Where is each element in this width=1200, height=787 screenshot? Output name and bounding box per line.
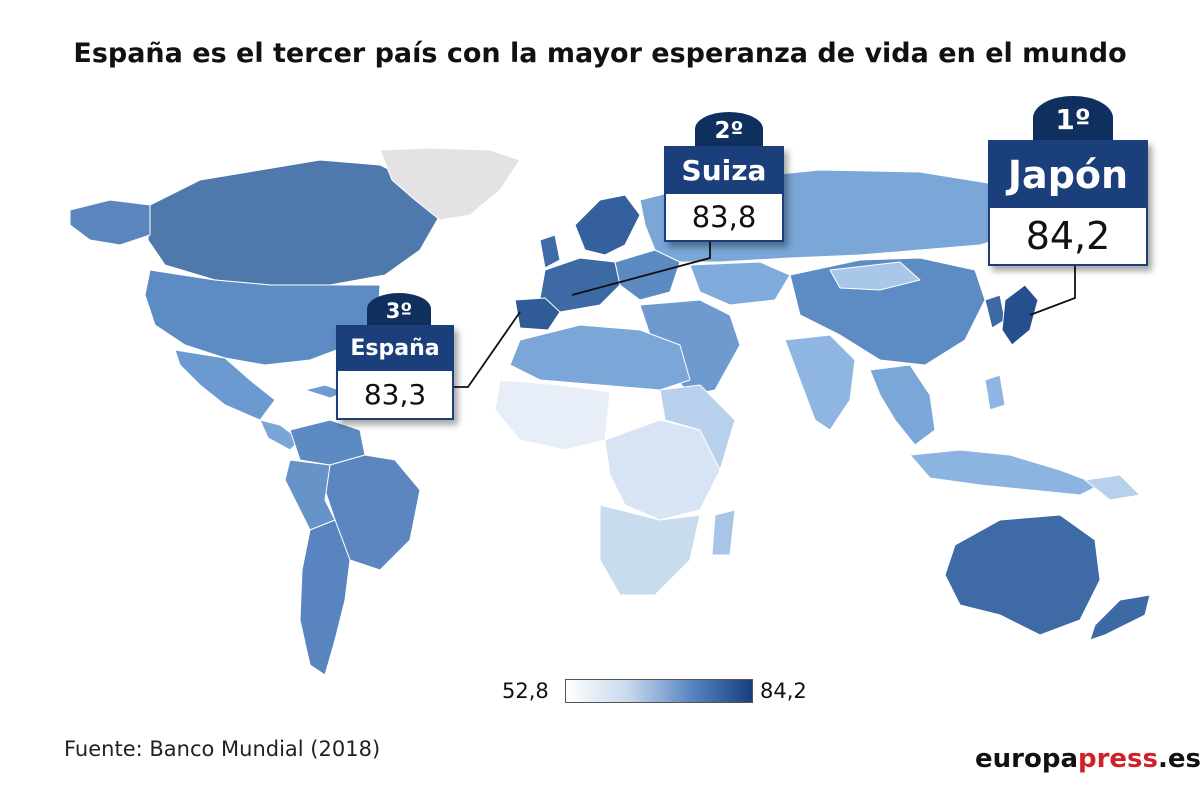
- region-papua: [1084, 474, 1141, 501]
- brand-part-1: europa: [975, 744, 1078, 774]
- callout-espana-value: 83,3: [363, 378, 427, 411]
- callout-japan-value: 84,2: [1025, 214, 1111, 258]
- region-scandinavia: [574, 194, 641, 256]
- region-west-africa: [494, 379, 611, 451]
- region-usa: [144, 269, 381, 366]
- region-kazakhstan: [689, 261, 791, 306]
- region-north-africa: [509, 324, 691, 391]
- region-argentina-chile: [299, 519, 351, 676]
- brand-part-3: .es: [1158, 744, 1200, 774]
- leader-line-japan: [1029, 262, 1076, 316]
- region-central-africa: [604, 419, 721, 521]
- legend-color-scale: [565, 679, 753, 703]
- rank-badge-japan: 1º: [1033, 96, 1113, 140]
- callout-suiza-name: Suiza: [666, 148, 782, 194]
- region-new-zealand: [1089, 594, 1151, 641]
- region-mongolia: [829, 261, 921, 291]
- region-canada: [147, 159, 441, 286]
- brand-part-2: press: [1077, 744, 1159, 774]
- rank-badge-espana: 3º: [367, 293, 431, 325]
- legend-max-label: 84,2: [760, 679, 807, 703]
- callout-japan-name: Japón: [990, 142, 1146, 208]
- rank-badge-suiza: 2º: [695, 112, 763, 146]
- region-indonesia: [909, 449, 1101, 496]
- callout-suiza: Suiza 83,8: [664, 146, 784, 242]
- region-japan: [1001, 284, 1039, 346]
- callout-espana-name: España: [338, 327, 452, 371]
- region-east-africa: [659, 384, 736, 471]
- region-australia: [944, 514, 1101, 636]
- legend-min-label: 52,8: [502, 679, 549, 703]
- callout-japan: Japón 84,2: [988, 140, 1148, 266]
- callout-suiza-value: 83,8: [691, 200, 757, 234]
- brand-logo: europapress.es: [975, 744, 1200, 774]
- source-note: Fuente: Banco Mundial (2018): [64, 737, 381, 761]
- region-alaska: [69, 199, 151, 246]
- region-india: [784, 334, 856, 431]
- map-title: España es el tercer país con la mayor es…: [73, 38, 1127, 69]
- leader-line-espana: [451, 311, 521, 388]
- leader-line-suiza: [571, 238, 711, 296]
- region-southeast-asia: [869, 364, 936, 446]
- region-southern-africa: [599, 504, 701, 596]
- region-brazil: [324, 454, 421, 571]
- region-madagascar: [711, 509, 736, 556]
- region-spain: [514, 297, 561, 331]
- callout-espana: España 83,3: [336, 325, 454, 420]
- region-philippines: [984, 374, 1006, 411]
- region-greenland: [379, 147, 521, 221]
- region-korea: [984, 294, 1006, 329]
- region-uk: [539, 234, 561, 269]
